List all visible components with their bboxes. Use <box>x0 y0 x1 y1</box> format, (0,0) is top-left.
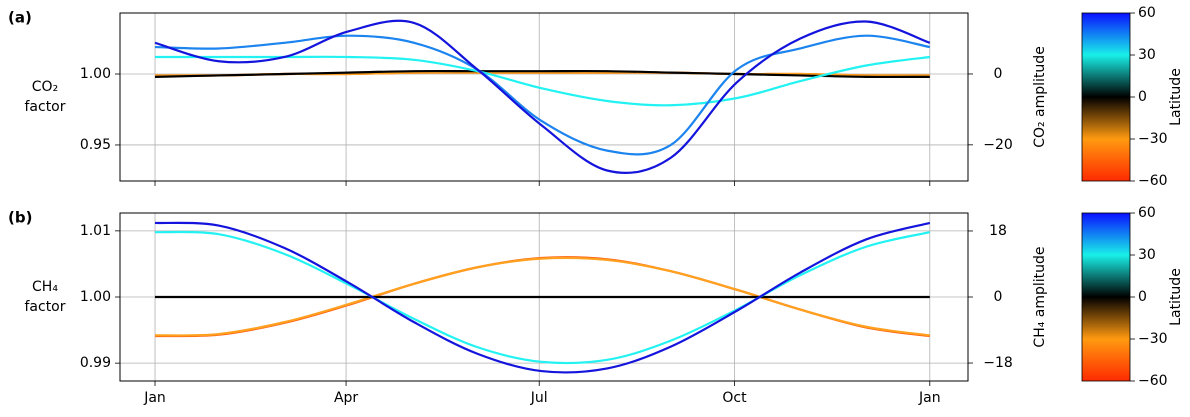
x-tick-label: Jul <box>530 390 548 406</box>
colorbar-tick-label: 0 <box>1138 289 1147 305</box>
y-tick-label: 0.99 <box>80 355 111 371</box>
y-axis-label: factor <box>24 99 65 115</box>
colorbar-tick-label: 60 <box>1138 5 1156 21</box>
x-tick-label: Oct <box>722 390 747 406</box>
colorbar-tick-label: −30 <box>1138 331 1168 347</box>
y2-tick-label: 0 <box>994 66 1003 82</box>
colorbar-tick-label: 30 <box>1138 47 1156 63</box>
series-line <box>154 19 931 174</box>
colorbar <box>1081 12 1131 182</box>
y2-axis-label: CO₂ amplitude <box>1032 46 1048 148</box>
series-line <box>154 34 930 156</box>
series-line <box>154 69 930 79</box>
y2-tick-label: 0 <box>994 289 1003 305</box>
x-tick-label: Jan <box>143 390 166 406</box>
colorbar-tick-label: 60 <box>1138 205 1156 221</box>
colorbar-tick-label: 30 <box>1138 247 1156 263</box>
y-tick-label: 1.01 <box>80 223 111 239</box>
series-line <box>154 230 931 365</box>
colorbar-tick-label: 0 <box>1138 89 1147 105</box>
plot-frame <box>119 12 969 182</box>
colorbar <box>1081 212 1131 382</box>
y-axis-label: CH₄ <box>32 279 58 295</box>
colorbar-label: Latitude <box>1168 68 1184 126</box>
plot-frame <box>119 212 969 382</box>
y2-tick-label: 18 <box>989 223 1007 239</box>
series-line <box>155 256 930 337</box>
y2-tick-label: −18 <box>983 355 1013 371</box>
colorbar-label: Latitude <box>1168 268 1184 326</box>
y-tick-label: 1.00 <box>80 289 111 305</box>
y-tick-label: 1.00 <box>80 66 111 82</box>
y2-axis-label: CH₄ amplitude <box>1032 246 1048 347</box>
x-tick-label: Jan <box>918 390 941 406</box>
series-line <box>155 55 930 107</box>
series-line <box>154 221 931 374</box>
y-axis-label: factor <box>24 299 65 315</box>
colorbar-tick-label: −30 <box>1138 131 1168 147</box>
panel-label: (a) <box>8 9 32 27</box>
panel-label: (b) <box>8 209 32 227</box>
y2-tick-label: −20 <box>983 137 1013 153</box>
y-tick-label: 0.95 <box>80 137 111 153</box>
y-axis-label: CO₂ <box>32 79 58 95</box>
x-tick-label: Apr <box>334 390 358 406</box>
colorbar-tick-label: −60 <box>1138 373 1168 389</box>
colorbar-tick-label: −60 <box>1138 173 1168 189</box>
